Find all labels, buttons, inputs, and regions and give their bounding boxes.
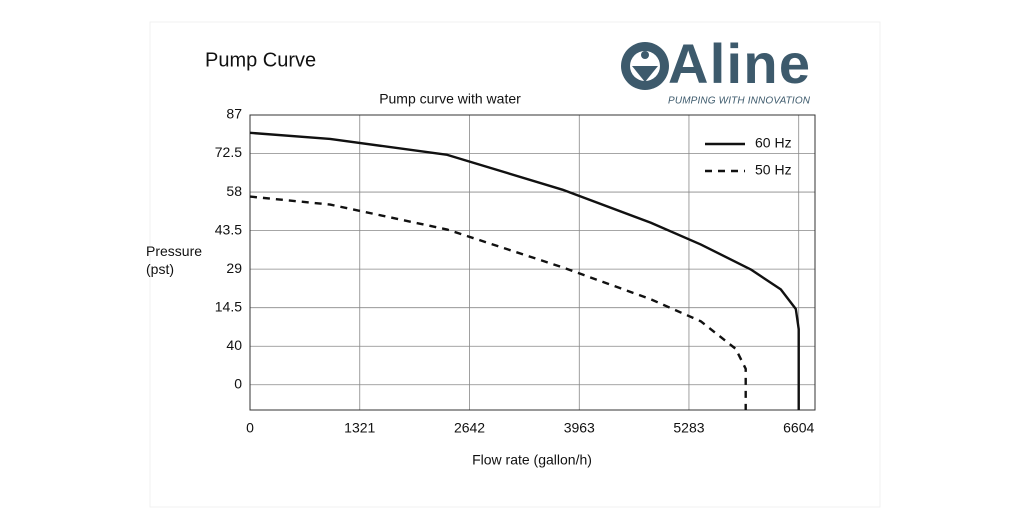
- data-line: [249, 195, 747, 410]
- x-axis-label: Flow rate (gallon/h): [472, 452, 592, 468]
- x-tick-label: 0: [246, 420, 254, 436]
- logo-tagline: PUMPING WITH INNOVATION: [668, 96, 811, 107]
- data-line: [249, 131, 800, 410]
- legend-label: 50 Hz: [755, 162, 792, 178]
- y-tick-label: 72.5: [215, 144, 242, 160]
- logo-icon: [632, 66, 658, 82]
- page-title: Pump Curve: [205, 49, 316, 71]
- y-tick-label: 29: [226, 260, 242, 276]
- y-tick-label: 58: [226, 183, 242, 199]
- logo-name: Aline: [668, 32, 810, 95]
- plot-frame: [249, 114, 816, 411]
- y-tick-label: 14.5: [215, 298, 242, 314]
- card: [149, 21, 881, 508]
- chart-title: Pump curve with water: [379, 91, 521, 107]
- y-tick-label: 43.5: [215, 221, 242, 237]
- legend-label: 60 Hz: [755, 135, 792, 151]
- x-tick-label: 5283: [673, 420, 704, 436]
- y-tick-label: 87: [226, 106, 242, 122]
- logo-icon: [641, 51, 649, 59]
- y-axis-label: Pressure (pst): [146, 243, 203, 277]
- y-tick-label: 40: [226, 337, 242, 353]
- x-tick-label: 2642: [454, 420, 485, 436]
- x-tick-label: 6604: [783, 420, 814, 436]
- x-tick-label: 3963: [564, 420, 595, 436]
- x-tick-label: 1321: [344, 420, 375, 436]
- logo: Aline PUMPING WITH INNOVATION: [621, 32, 811, 107]
- y-tick-label: 0: [234, 375, 242, 391]
